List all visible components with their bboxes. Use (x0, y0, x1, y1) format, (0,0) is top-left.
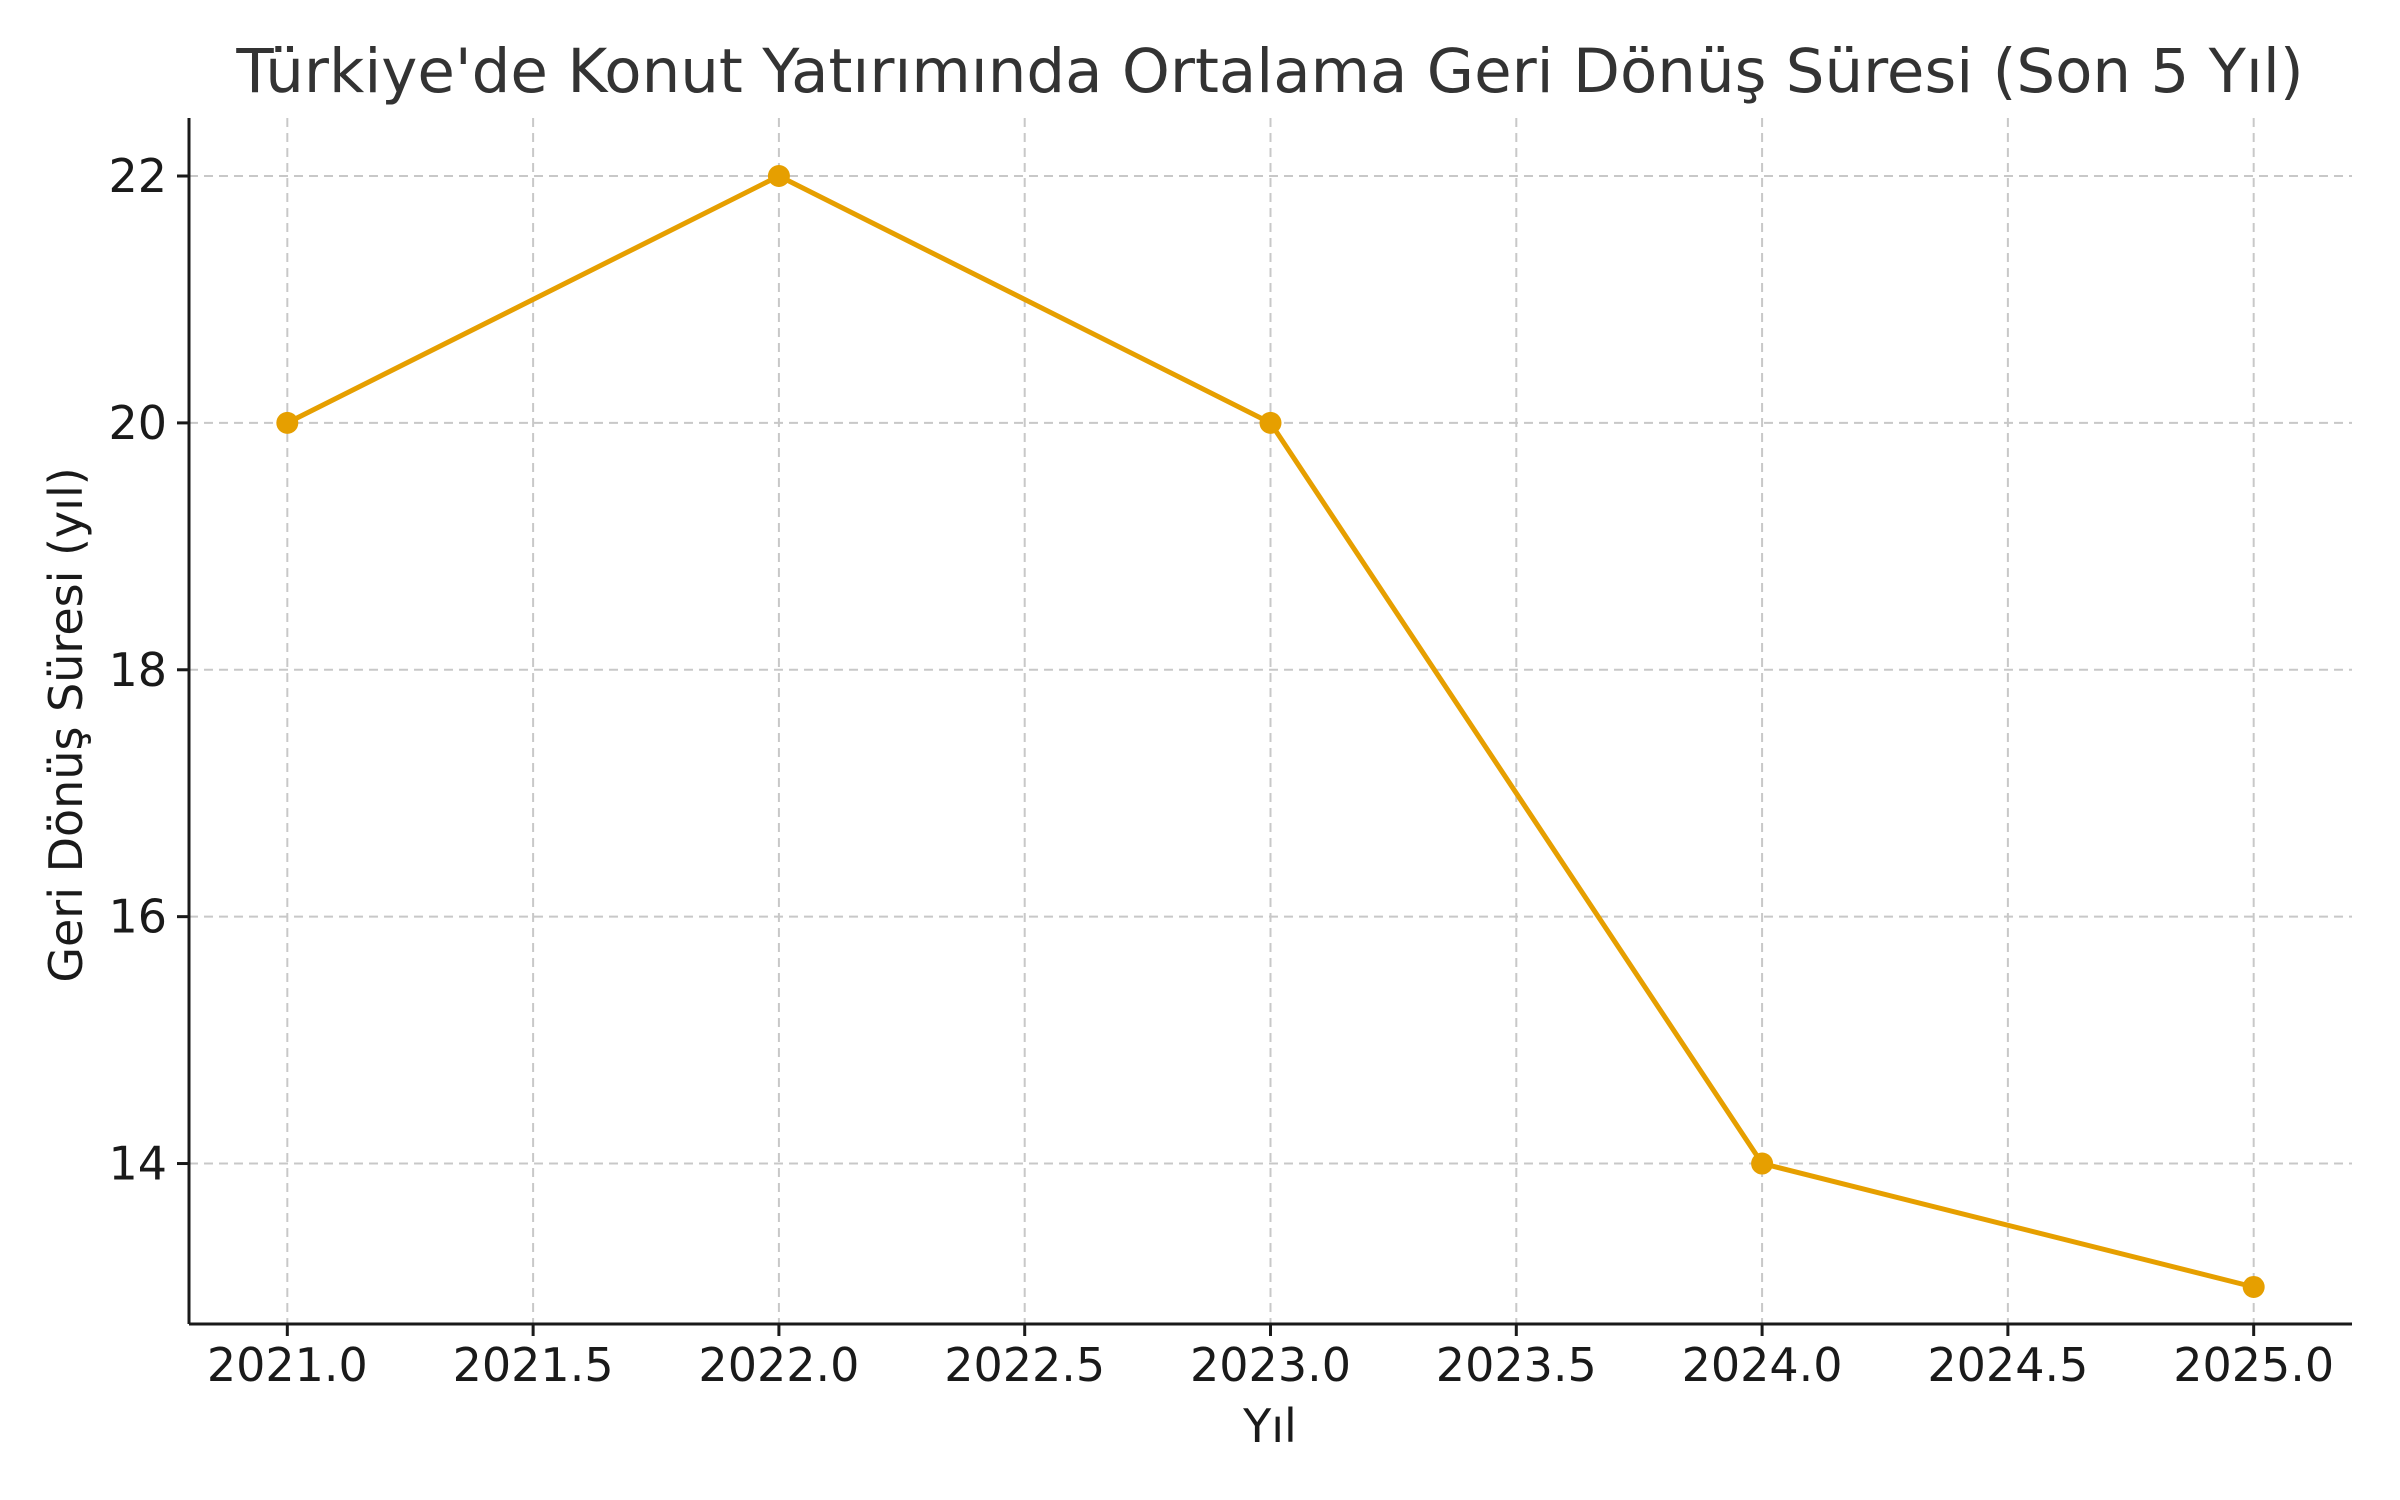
x-axis-label: Yıl (1242, 1399, 1297, 1453)
x-tick-label: 2022.0 (698, 1338, 859, 1392)
x-tick-label: 2024.0 (1682, 1338, 1843, 1392)
y-tick-label: 16 (108, 890, 167, 944)
data-point (2242, 1275, 2265, 1298)
x-tick-label: 2023.5 (1436, 1338, 1597, 1392)
x-tick-label: 2021.0 (207, 1338, 368, 1392)
y-tick-label: 20 (108, 396, 167, 450)
x-tick-label: 2022.5 (944, 1338, 1105, 1392)
chart-title: Türkiye'de Konut Yatırımında Ortalama Ge… (235, 36, 2303, 107)
series-layer (276, 165, 2265, 1298)
y-tick-label: 22 (108, 149, 167, 203)
x-tick-label: 2024.5 (1927, 1338, 2088, 1392)
axes: 2021.0 2021.5 2022.0 2022.5 2023.0 2023.5 2024… (108, 118, 2352, 1392)
y-axis-label: Geri Dönüş Süresi (yıl) (39, 467, 93, 982)
data-point (1259, 411, 1282, 434)
x-tick-label: 2023.0 (1190, 1338, 1351, 1392)
data-point (1751, 1152, 1774, 1175)
x-tick-label: 2021.5 (453, 1338, 614, 1392)
y-tick-label: 18 (108, 643, 167, 697)
data-point (767, 165, 790, 188)
data-point (276, 411, 299, 434)
y-tick-label: 14 (108, 1137, 167, 1191)
x-tick-label: 2025.0 (2173, 1338, 2334, 1392)
